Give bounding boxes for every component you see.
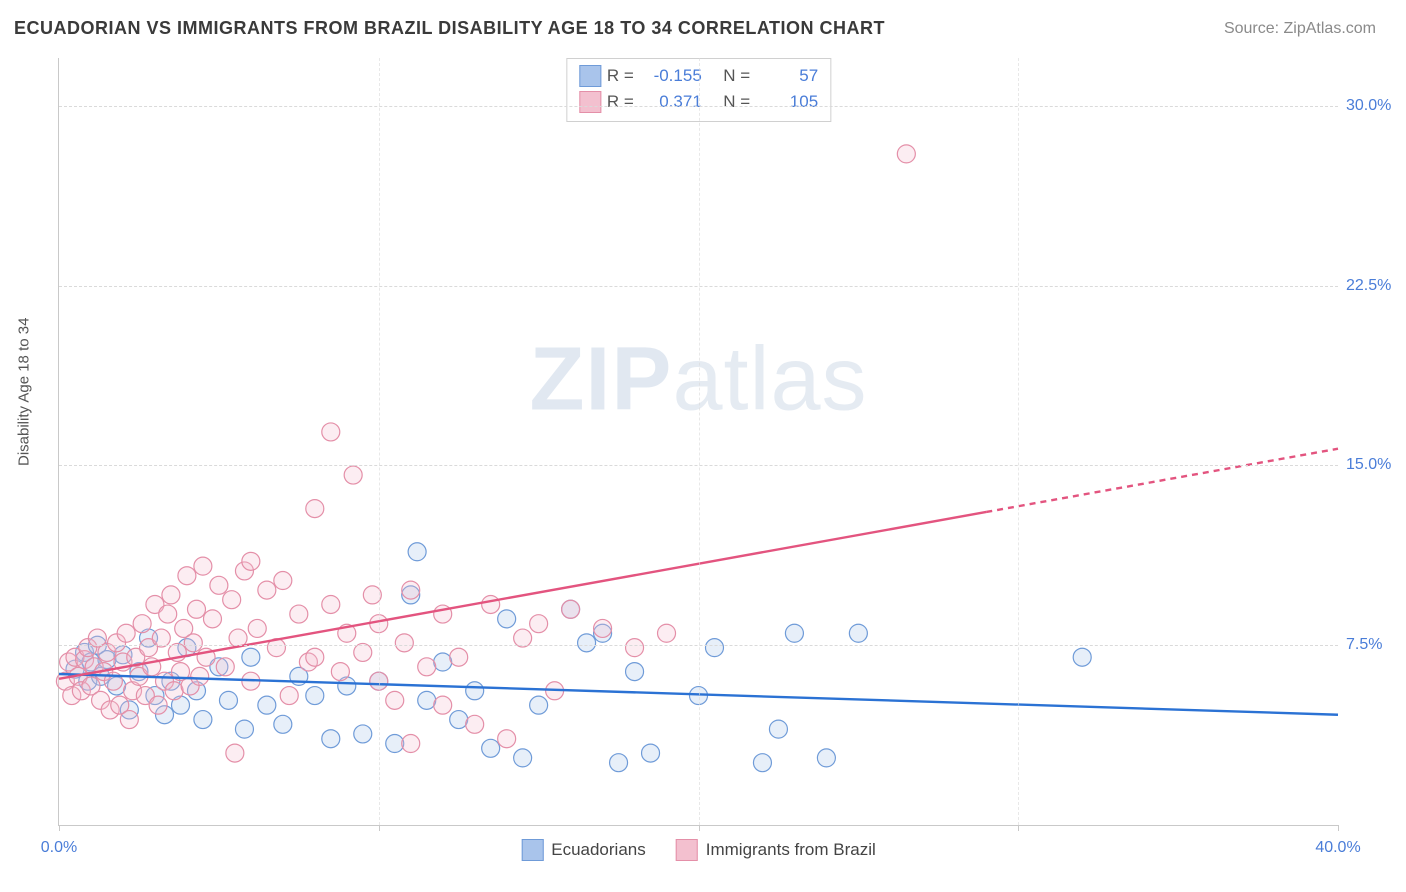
chart-container: Disability Age 18 to 34 ZIPatlas R = -0.… — [14, 58, 1396, 874]
legend-item: Ecuadorians — [521, 839, 646, 861]
y-axis-label: Disability Age 18 to 34 — [16, 318, 33, 466]
plot-area: ZIPatlas R = -0.155 N = 57 R = 0.371 N =… — [58, 58, 1338, 826]
y-tick-label: 22.5% — [1346, 277, 1391, 295]
series-legend: Ecuadorians Immigrants from Brazil — [521, 839, 876, 861]
y-tick-label: 30.0% — [1346, 97, 1391, 115]
source-attribution: Source: ZipAtlas.com — [1224, 20, 1376, 38]
y-tick-label: 15.0% — [1346, 456, 1391, 474]
y-tick-label: 7.5% — [1346, 636, 1382, 654]
x-tick-label: 40.0% — [1315, 839, 1360, 857]
x-tick-label: 0.0% — [41, 839, 77, 857]
legend-item: Immigrants from Brazil — [676, 839, 876, 861]
chart-title: ECUADORIAN VS IMMIGRANTS FROM BRAZIL DIS… — [14, 18, 885, 39]
